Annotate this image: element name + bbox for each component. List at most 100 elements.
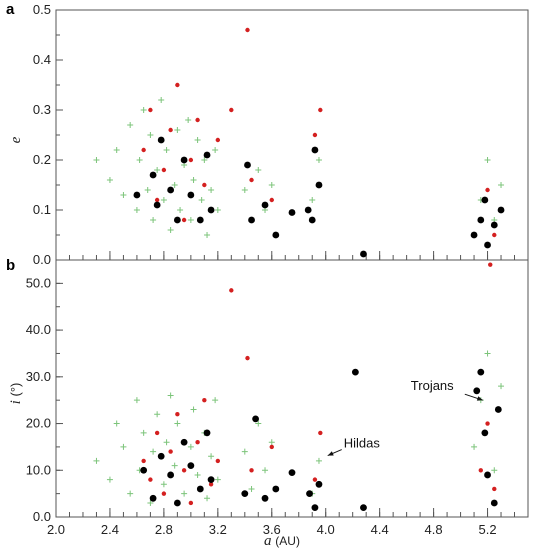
data-point-plus bbox=[309, 197, 316, 203]
data-point-black bbox=[252, 415, 259, 423]
data-point-red bbox=[249, 468, 254, 473]
panel-a-y-axis-title: e bbox=[8, 136, 24, 143]
data-point-red bbox=[202, 397, 207, 403]
series-1 bbox=[141, 262, 497, 506]
data-point-red bbox=[208, 482, 214, 487]
data-point-plus bbox=[127, 490, 134, 497]
data-point-black bbox=[180, 438, 188, 446]
data-point-plus bbox=[160, 197, 167, 203]
data-point-red bbox=[318, 107, 323, 113]
data-point-plus bbox=[185, 117, 192, 123]
data-point-plus bbox=[255, 420, 262, 427]
y-tick-label: 0.0 bbox=[33, 252, 51, 267]
data-point-black bbox=[272, 231, 280, 239]
data-point-black bbox=[470, 231, 478, 239]
data-point-red bbox=[148, 477, 153, 482]
series-2 bbox=[140, 368, 502, 512]
data-point-plus bbox=[177, 207, 184, 213]
data-point-plus bbox=[248, 485, 255, 492]
data-point-black bbox=[484, 471, 491, 479]
data-point-black bbox=[248, 216, 255, 224]
y-tick-label: 30.0 bbox=[26, 369, 51, 384]
data-point-red bbox=[148, 107, 153, 113]
data-point-black bbox=[306, 490, 313, 498]
data-point-red bbox=[141, 458, 146, 464]
data-point-plus bbox=[194, 471, 201, 478]
data-point-plus bbox=[154, 167, 161, 173]
data-point-red bbox=[215, 458, 221, 464]
data-point-plus bbox=[498, 182, 505, 188]
data-point-black bbox=[311, 146, 319, 154]
data-point-black bbox=[196, 216, 204, 224]
data-point-red bbox=[161, 167, 167, 173]
data-point-black bbox=[497, 206, 505, 214]
y-tick-label: 40.0 bbox=[26, 322, 51, 337]
data-point-black bbox=[360, 250, 367, 258]
x-tick-label: 2.8 bbox=[155, 522, 173, 537]
data-point-plus bbox=[158, 97, 165, 103]
data-point-plus bbox=[113, 420, 120, 427]
data-point-red bbox=[188, 500, 194, 506]
data-point-plus bbox=[106, 476, 113, 483]
data-point-plus bbox=[140, 107, 147, 113]
panel-b-letter: b bbox=[6, 257, 15, 274]
data-point-black bbox=[157, 136, 165, 144]
data-point-plus bbox=[208, 453, 215, 460]
data-point-plus bbox=[150, 217, 157, 223]
data-point-black bbox=[207, 206, 215, 214]
data-point-plus bbox=[174, 420, 181, 427]
series-0 bbox=[93, 97, 505, 238]
data-point-plus bbox=[262, 467, 269, 474]
data-point-black bbox=[133, 191, 141, 199]
data-point-plus bbox=[198, 197, 205, 203]
data-point-black bbox=[494, 406, 502, 413]
data-point-plus bbox=[315, 157, 322, 163]
series-0 bbox=[93, 350, 505, 506]
y-axis-unit: (°) bbox=[8, 383, 23, 397]
data-point-black bbox=[311, 504, 319, 512]
data-point-plus bbox=[484, 157, 491, 163]
data-point-red bbox=[168, 127, 173, 133]
data-point-black bbox=[490, 221, 498, 229]
data-point-plus bbox=[214, 207, 221, 213]
data-point-black bbox=[173, 216, 181, 224]
data-point-plus bbox=[154, 411, 161, 418]
data-point-plus bbox=[181, 490, 188, 497]
data-point-plus bbox=[471, 443, 478, 450]
data-point-red bbox=[215, 137, 221, 143]
data-point-black bbox=[288, 209, 296, 216]
x-tick-label: 4.8 bbox=[425, 522, 443, 537]
panel-a-frame bbox=[55, 9, 529, 261]
x-tick-label: 5.2 bbox=[479, 522, 497, 537]
x-tick-label: 2.4 bbox=[101, 522, 119, 537]
y-tick-label: 0.2 bbox=[33, 152, 51, 167]
y-tick-label: 0.5 bbox=[33, 2, 51, 17]
data-point-plus bbox=[268, 439, 275, 446]
data-point-plus bbox=[194, 137, 201, 143]
data-point-red bbox=[492, 232, 497, 238]
panel-b-frame bbox=[55, 259, 529, 518]
y-axis-variable: i bbox=[8, 396, 24, 404]
x-tick-label: 3.6 bbox=[263, 522, 281, 537]
x-tick-label: 2.0 bbox=[47, 522, 65, 537]
data-point-plus bbox=[241, 187, 248, 193]
data-point-red bbox=[181, 217, 187, 223]
y-tick-label: 0.3 bbox=[33, 102, 51, 117]
annotation-hildas: Hildas bbox=[344, 436, 381, 451]
data-point-black bbox=[167, 186, 175, 194]
data-point-red bbox=[249, 177, 254, 183]
data-point-plus bbox=[190, 406, 197, 413]
data-point-black bbox=[157, 452, 165, 460]
data-point-red bbox=[161, 491, 167, 496]
data-point-black bbox=[203, 151, 211, 159]
data-point-plus bbox=[147, 499, 154, 506]
data-point-red bbox=[269, 197, 274, 203]
data-point-black bbox=[481, 429, 489, 437]
data-point-black bbox=[308, 216, 316, 224]
data-point-plus bbox=[133, 207, 140, 213]
data-point-black bbox=[241, 490, 249, 498]
data-point-plus bbox=[160, 481, 167, 488]
data-point-red bbox=[188, 157, 194, 163]
data-point-red bbox=[478, 468, 483, 473]
